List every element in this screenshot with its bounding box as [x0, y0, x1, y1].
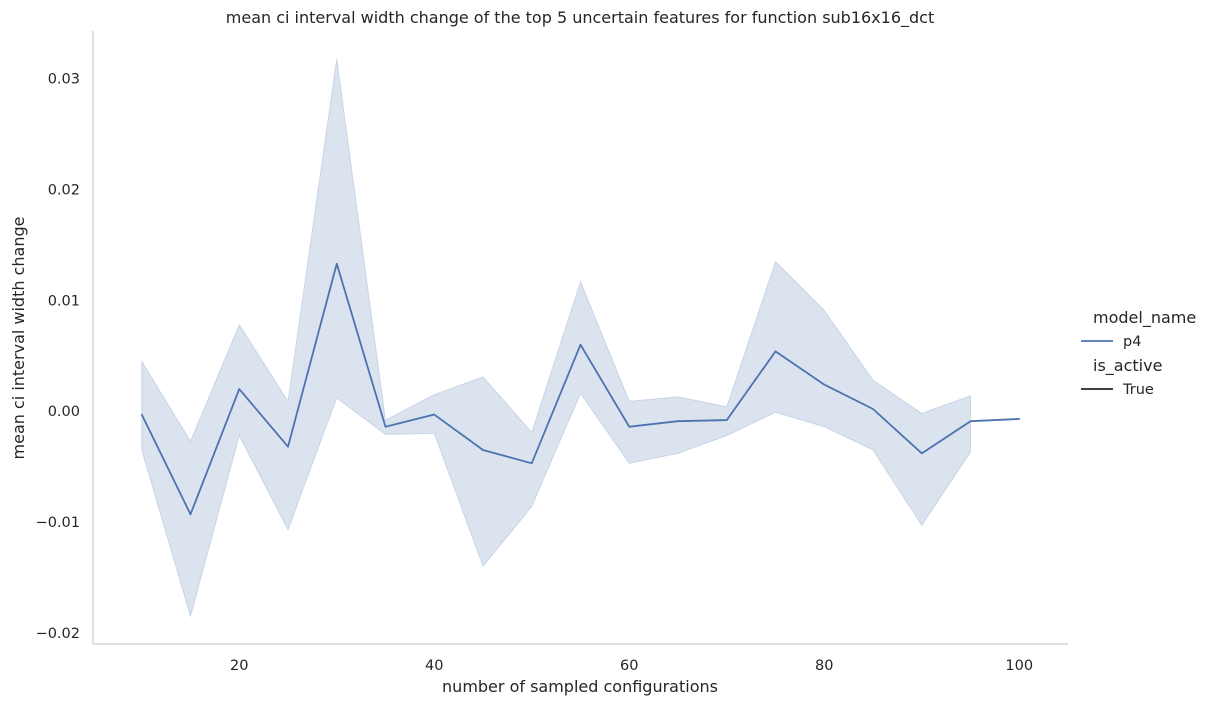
x-tick-label: 80	[815, 658, 833, 674]
data-point	[920, 452, 923, 455]
confidence-band	[141, 58, 971, 619]
legend-title-model-name: model_name	[1093, 308, 1196, 328]
x-tick-label: 60	[620, 658, 638, 674]
x-tick-label: 20	[230, 658, 248, 674]
y-tick-label: 0.01	[48, 293, 80, 309]
data-point	[677, 420, 679, 422]
legend-title-is-active: is_active	[1093, 356, 1162, 376]
x-tick-label: 40	[425, 658, 443, 674]
chart-title: mean ci interval width change of the top…	[226, 8, 934, 28]
y-tick-label: −0.01	[36, 515, 80, 531]
data-point	[872, 408, 874, 410]
data-point	[579, 343, 582, 346]
data-point	[238, 388, 241, 390]
data-point	[384, 425, 387, 428]
data-points	[140, 262, 1021, 516]
x-tick-label: 100	[1005, 658, 1033, 674]
x-axis-label: number of sampled configurations	[442, 677, 718, 696]
data-point	[335, 262, 338, 265]
data-point	[969, 420, 972, 422]
plot-area	[140, 58, 1021, 619]
y-tick-label: 0.03	[48, 72, 80, 88]
y-tick-label: −0.02	[36, 626, 80, 642]
y-tick-label: 0.00	[48, 404, 80, 420]
x-axis-ticks: 20 40 60 80 100	[230, 658, 1033, 674]
data-point	[482, 449, 484, 451]
data-point	[530, 462, 533, 465]
data-point	[189, 513, 192, 516]
data-point	[287, 445, 289, 448]
data-point	[725, 419, 728, 421]
data-point	[628, 425, 631, 428]
y-tick-label: 0.02	[48, 183, 80, 199]
data-point	[774, 350, 777, 353]
data-point	[140, 413, 143, 416]
legend-label-true: True	[1122, 382, 1154, 398]
data-point	[433, 413, 436, 416]
data-point	[823, 383, 826, 386]
data-point	[1018, 418, 1021, 420]
y-axis-label: mean ci interval width change	[9, 217, 28, 460]
legend-label-p4: p4	[1123, 334, 1141, 350]
y-axis-ticks: −0.02 −0.01 0.00 0.01 0.02 0.03	[36, 72, 80, 642]
legend: model_name p4 is_active True	[1081, 308, 1196, 398]
